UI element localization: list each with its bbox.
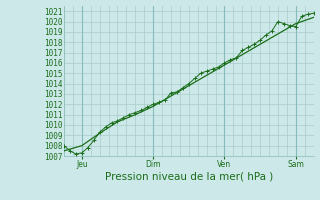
X-axis label: Pression niveau de la mer( hPa ): Pression niveau de la mer( hPa ) xyxy=(105,172,273,182)
